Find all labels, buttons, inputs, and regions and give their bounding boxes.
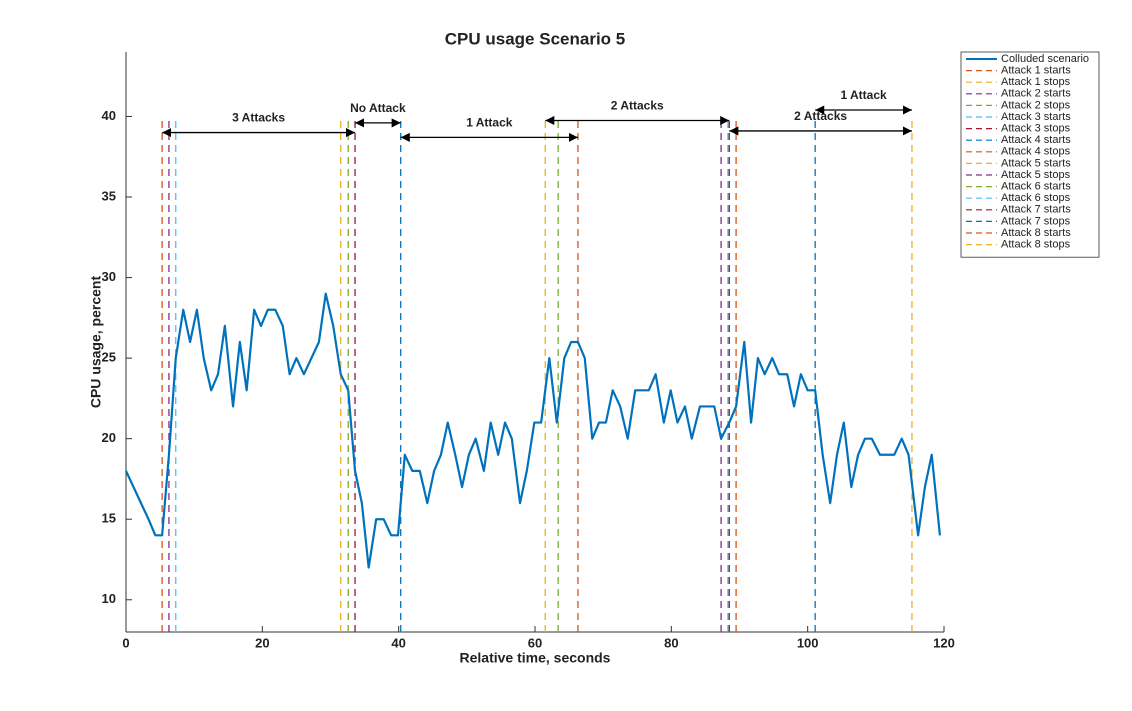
x-tick-label: 0 (122, 635, 129, 650)
chart-title: CPU usage Scenario 5 (445, 29, 625, 48)
legend-label: Attack 4 starts (1001, 134, 1071, 146)
annotation-text: 1 Attack (466, 116, 513, 130)
x-tick-label: 60 (528, 635, 542, 650)
legend-label: Attack 5 stops (1001, 169, 1071, 181)
y-tick-label: 10 (102, 591, 116, 606)
x-tick-label: 20 (255, 635, 269, 650)
x-axis-label: Relative time, seconds (460, 650, 611, 666)
y-tick-label: 15 (102, 511, 116, 526)
legend-label: Attack 7 stops (1001, 215, 1071, 227)
annotation-text: 3 Attacks (232, 111, 285, 125)
legend-label: Attack 2 starts (1001, 88, 1071, 100)
y-tick-label: 40 (102, 108, 116, 123)
legend-label: Attack 2 stops (1001, 99, 1071, 111)
x-tick-label: 40 (391, 635, 405, 650)
legend-box (960, 51, 1100, 258)
y-tick-label: 35 (102, 188, 116, 203)
y-tick-label: 25 (102, 350, 116, 365)
y-tick-label: 20 (102, 430, 116, 445)
legend-label: Attack 1 starts (1001, 65, 1071, 77)
legend-label: Attack 6 stops (1001, 192, 1071, 204)
legend-label: Attack 3 stops (1001, 123, 1071, 135)
legend-label: Attack 8 starts (1001, 227, 1071, 239)
x-tick-label: 120 (933, 635, 955, 650)
annotation-text: 1 Attack (840, 88, 887, 102)
annotation-text: 2 Attacks (794, 109, 847, 123)
x-tick-label: 100 (797, 635, 819, 650)
legend-label: Attack 3 starts (1001, 111, 1071, 123)
series-line (125, 292, 942, 569)
y-tick-label: 30 (102, 269, 116, 284)
annotation-text: 2 Attacks (611, 99, 664, 113)
y-axis-label: CPU usage, percent (88, 276, 104, 409)
x-tick-label: 80 (664, 635, 678, 650)
legend-label: Attack 1 stops (1001, 76, 1071, 88)
annotation-text: No Attack (350, 101, 406, 115)
legend-label: Attack 4 stops (1001, 146, 1071, 158)
legend-label: Attack 8 stops (1001, 239, 1071, 251)
legend-label: Colluded scenario (1001, 53, 1089, 65)
legend-label: Attack 6 starts (1001, 181, 1071, 193)
legend-label: Attack 5 starts (1001, 157, 1071, 169)
legend-label: Attack 7 starts (1001, 204, 1071, 216)
